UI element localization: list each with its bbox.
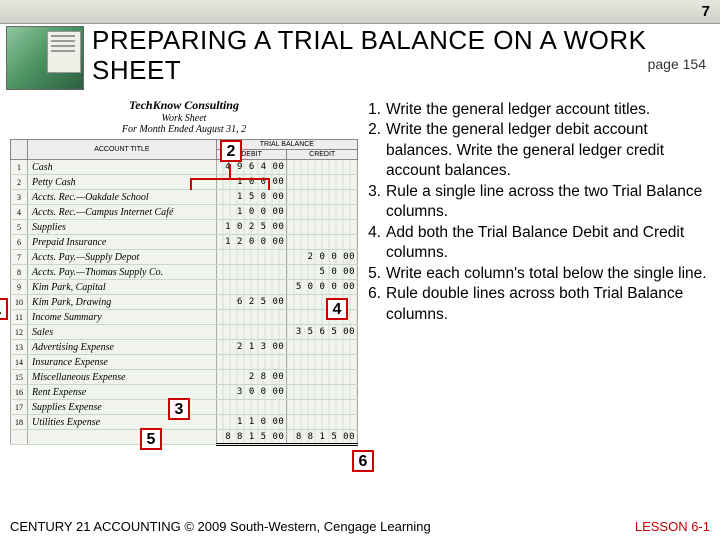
callout-4: 4 xyxy=(326,298,348,320)
callout-6: 6 xyxy=(352,450,374,472)
table-row: 12Sales3 5 6 5 00 xyxy=(11,325,358,340)
footer: CENTURY 21 ACCOUNTING © 2009 South-Weste… xyxy=(10,519,710,534)
step-item: 6.Rule double lines across both Trial Ba… xyxy=(364,284,710,325)
table-row: 4Accts. Rec.—Campus Internet Café1 0 0 0… xyxy=(11,205,358,220)
table-row: 7Accts. Pay.—Supply Depot2 0 0 00 xyxy=(11,250,358,265)
page-reference: page 154 xyxy=(648,56,706,72)
worksheet-figure: TechKnow Consulting Work Sheet For Month… xyxy=(10,98,358,446)
ws-doc: Work Sheet xyxy=(10,113,358,124)
content-area: TechKnow Consulting Work Sheet For Month… xyxy=(0,98,720,446)
table-row: 6Prepaid Insurance1 2 0 0 00 xyxy=(11,235,358,250)
lesson-label: LESSON 6-1 xyxy=(635,519,710,534)
textbook-icon xyxy=(6,26,84,90)
table-row: 11Income Summary xyxy=(11,310,358,325)
step-item: 2.Write the general ledger debit account… xyxy=(364,120,710,181)
table-row: 5Supplies1 0 2 5 00 xyxy=(11,220,358,235)
steps-list: 1.Write the general ledger account title… xyxy=(362,98,710,446)
col-acct: ACCOUNT TITLE xyxy=(28,140,217,160)
table-row: 10Kim Park, Drawing6 2 5 00 xyxy=(11,295,358,310)
totals-row: 8 8 1 5 008 8 1 5 00 xyxy=(11,430,358,445)
step-item: 1.Write the general ledger account title… xyxy=(364,100,710,120)
ws-period: For Month Ended August 31, 2 xyxy=(10,124,358,135)
col-credit: CREDIT xyxy=(287,150,358,160)
header: PREPARING A TRIAL BALANCE ON A WORK SHEE… xyxy=(0,24,720,98)
title-block: PREPARING A TRIAL BALANCE ON A WORK SHEE… xyxy=(92,26,648,86)
table-row: 8Accts. Pay.—Thomas Supply Co.5 0 00 xyxy=(11,265,358,280)
slide-number: 7 xyxy=(702,3,710,20)
callout-1: 1 xyxy=(0,298,8,320)
table-row: 9Kim Park, Capital5 0 0 0 00 xyxy=(11,280,358,295)
table-row: 1Cash4 9 6 4 00 xyxy=(11,160,358,175)
step-item: 4.Add both the Trial Balance Debit and C… xyxy=(364,223,710,264)
table-row: 13Advertising Expense2 1 3 00 xyxy=(11,340,358,355)
table-row: 2Petty Cash1 0 0 00 xyxy=(11,175,358,190)
page-title: PREPARING A TRIAL BALANCE ON A WORK SHEE… xyxy=(92,26,648,86)
callout-3: 3 xyxy=(168,398,190,420)
copyright: CENTURY 21 ACCOUNTING © 2009 South-Weste… xyxy=(10,519,431,534)
table-row: 15Miscellaneous Expense2 8 00 xyxy=(11,370,358,385)
table-row: 14Insurance Expense xyxy=(11,355,358,370)
top-bar: 7 xyxy=(0,0,720,24)
table-row: 3Accts. Rec.—Oakdale School1 5 0 00 xyxy=(11,190,358,205)
step-item: 3.Rule a single line across the two Tria… xyxy=(364,182,710,223)
ws-company: TechKnow Consulting xyxy=(10,98,358,113)
callout-2: 2 xyxy=(220,140,242,162)
callout-5: 5 xyxy=(140,428,162,450)
step-item: 5.Write each column's total below the si… xyxy=(364,264,710,284)
